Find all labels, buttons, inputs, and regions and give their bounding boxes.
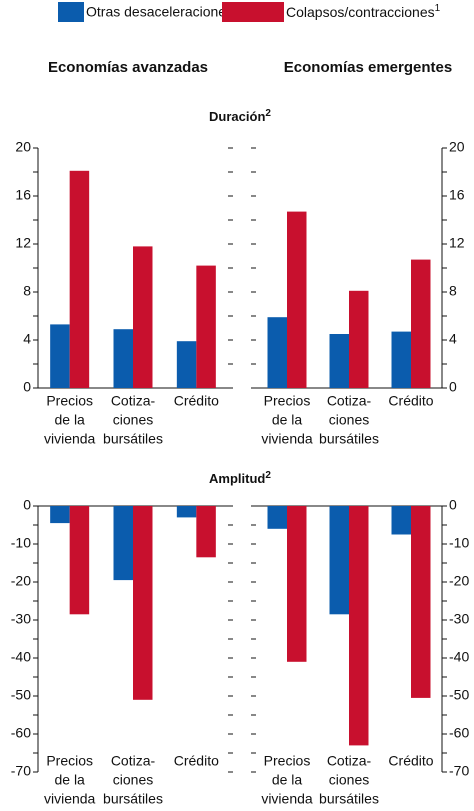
y-tick-label: -50 [11,687,31,703]
bar [176,506,197,518]
bar [176,341,197,388]
x-tick-label: Crédito [174,393,219,409]
x-tick-label: Precios [46,393,93,409]
x-tick-label: bursátiles [319,791,379,807]
legend-swatch [222,2,284,22]
y-tick-label: -20 [449,573,469,589]
bar [133,246,153,388]
bar [411,259,431,388]
x-tick-label: Crédito [174,753,219,769]
section-title: Duración2 [209,108,271,125]
bar [50,324,70,388]
bar [113,506,133,581]
bar [287,506,307,662]
y-tick-label: 8 [23,283,31,299]
footnote-mark: 1 [435,3,441,14]
y-tick-label: -40 [449,649,469,665]
bar [133,506,153,700]
bar [69,170,90,388]
x-tick-label: ciones [329,412,369,428]
y-tick-label: 0 [449,379,457,395]
x-tick-label: bursátiles [319,431,379,447]
y-tick-label: 16 [15,187,31,203]
y-tick-label: -20 [11,573,31,589]
x-tick-label: vivienda [261,431,313,447]
bar [287,211,307,388]
column-title: Economías avanzadas [48,59,208,76]
x-tick-label: Cotiza- [111,393,156,409]
bar [329,334,349,388]
y-tick-label: 4 [449,331,457,347]
bar [196,265,216,388]
y-tick-label: 8 [449,283,457,299]
x-tick-label: de la [54,772,85,788]
bar [196,506,216,558]
x-tick-label: Cotiza- [327,753,372,769]
bar [349,290,369,388]
bar [329,506,349,615]
legend-label: Colapsos/contracciones1 [286,3,441,20]
x-tick-label: Precios [264,393,311,409]
section-title-text: Duración [209,109,265,124]
bar [267,317,287,388]
x-tick-label: vivienda [44,431,96,447]
bar [50,506,70,524]
section-title-text: Amplitud [209,471,265,486]
footnote-mark: 2 [265,470,271,481]
x-tick-label: Cotiza- [111,753,156,769]
bar [69,506,90,615]
y-tick-label: 12 [449,235,465,251]
y-tick-label: -30 [449,611,469,627]
x-tick-label: vivienda [44,791,96,807]
y-tick-label: 0 [23,497,31,513]
x-tick-label: Crédito [388,753,433,769]
y-tick-label: 4 [23,331,31,347]
y-tick-label: -70 [449,763,469,779]
x-tick-label: bursátiles [103,791,163,807]
y-tick-label: 0 [23,379,31,395]
y-tick-label: -30 [11,611,31,627]
section-title: Amplitud2 [209,470,271,487]
y-tick-label: 12 [15,235,31,251]
x-tick-label: vivienda [261,791,313,807]
x-tick-label: ciones [329,772,369,788]
y-tick-label: -60 [449,725,469,741]
x-tick-label: Cotiza- [327,393,372,409]
x-tick-label: Precios [264,753,311,769]
y-tick-label: 20 [15,139,31,155]
bar [349,506,369,746]
bar [267,506,287,529]
y-tick-label: 16 [449,187,465,203]
x-tick-label: de la [272,772,303,788]
bar [113,329,133,388]
x-tick-label: Precios [46,753,93,769]
y-tick-label: 0 [449,497,457,513]
x-tick-label: ciones [113,412,153,428]
y-tick-label: -50 [449,687,469,703]
column-title: Economías emergentes [284,59,452,76]
x-tick-label: de la [54,412,85,428]
y-tick-label: -10 [11,535,31,551]
y-tick-label: -40 [11,649,31,665]
x-tick-label: Crédito [388,393,433,409]
footnote-mark: 2 [265,108,271,119]
bar [391,506,411,535]
bar [391,331,411,388]
x-tick-label: ciones [113,772,153,788]
y-tick-label: 20 [449,139,465,155]
bar [411,506,431,698]
y-tick-label: -60 [11,725,31,741]
legend-label-text: Colapsos/contracciones [286,4,435,20]
y-tick-label: -70 [11,763,31,779]
y-tick-label: -10 [449,535,469,551]
legend-swatch [58,2,84,22]
x-tick-label: bursátiles [103,431,163,447]
legend-label: Otras desaceleraciones [86,4,233,20]
x-tick-label: de la [272,412,303,428]
